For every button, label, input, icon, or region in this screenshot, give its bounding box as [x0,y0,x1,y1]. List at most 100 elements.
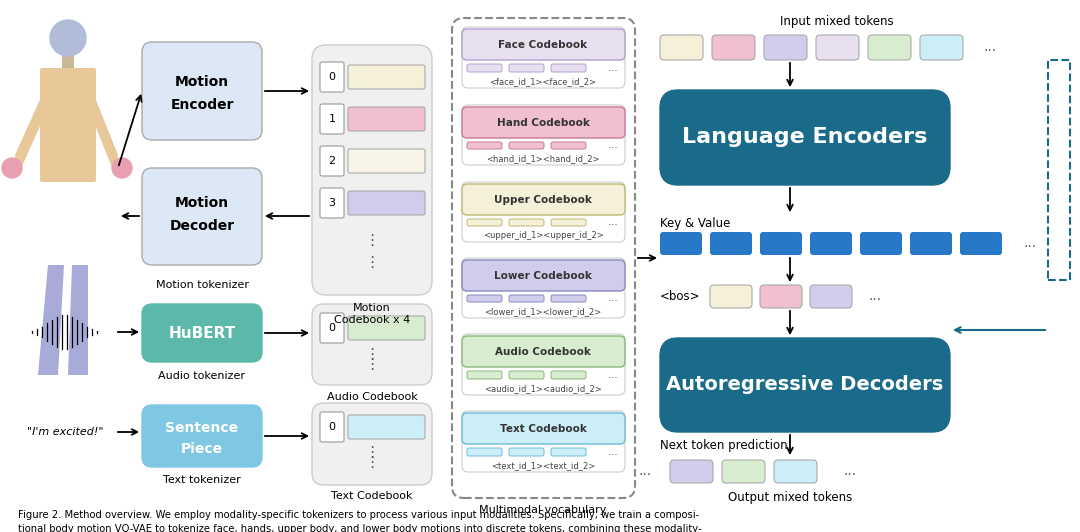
FancyBboxPatch shape [660,338,950,432]
Polygon shape [38,265,64,375]
Polygon shape [68,265,87,375]
FancyBboxPatch shape [723,460,765,483]
FancyBboxPatch shape [462,105,625,165]
FancyBboxPatch shape [551,219,586,226]
Circle shape [2,158,22,178]
Text: Audio Codebook: Audio Codebook [326,392,417,402]
FancyBboxPatch shape [348,191,426,215]
Text: ...: ... [984,40,997,54]
FancyBboxPatch shape [868,35,912,60]
Text: 2: 2 [328,156,336,166]
Text: ⋮: ⋮ [364,454,380,470]
FancyBboxPatch shape [462,336,625,367]
FancyBboxPatch shape [348,149,426,173]
Text: ...: ... [608,140,619,150]
FancyBboxPatch shape [467,142,502,149]
Text: ...: ... [608,447,619,457]
FancyBboxPatch shape [660,232,702,255]
FancyBboxPatch shape [760,285,802,308]
Text: 0: 0 [328,72,336,82]
Text: ...: ... [608,370,619,380]
FancyBboxPatch shape [462,27,625,88]
FancyBboxPatch shape [348,316,426,340]
Text: <upper_id_1><upper_id_2>: <upper_id_1><upper_id_2> [483,231,604,240]
FancyBboxPatch shape [348,65,426,89]
Polygon shape [91,95,118,175]
Text: Multimodal vocabulary: Multimodal vocabulary [480,505,607,515]
FancyBboxPatch shape [141,42,262,140]
Text: ...: ... [638,464,651,478]
Text: ⋮: ⋮ [364,445,380,460]
FancyBboxPatch shape [551,64,586,72]
Text: Lower Codebook: Lower Codebook [494,271,592,281]
FancyBboxPatch shape [509,448,544,456]
FancyBboxPatch shape [62,56,75,70]
Text: ...: ... [843,464,856,478]
FancyBboxPatch shape [312,45,432,295]
Text: Language Encoders: Language Encoders [683,127,928,147]
FancyBboxPatch shape [551,295,586,302]
FancyBboxPatch shape [462,258,625,318]
Text: 3: 3 [328,198,336,208]
FancyBboxPatch shape [551,142,586,149]
Text: ⋮: ⋮ [364,254,380,270]
FancyBboxPatch shape [462,334,625,395]
Text: Figure 2. Method overview. We employ modality-specific tokenizers to process var: Figure 2. Method overview. We employ mod… [18,510,702,532]
Text: 0: 0 [328,422,336,432]
FancyBboxPatch shape [141,304,262,362]
Text: Audio tokenizer: Audio tokenizer [159,371,245,381]
FancyBboxPatch shape [810,232,852,255]
FancyBboxPatch shape [760,232,802,255]
Text: ...: ... [608,293,619,303]
FancyBboxPatch shape [960,232,1002,255]
Text: Motion: Motion [175,75,229,89]
FancyBboxPatch shape [462,411,625,472]
Text: <text_id_1><text_id_2>: <text_id_1><text_id_2> [491,461,595,470]
Polygon shape [15,95,45,175]
Text: Key & Value: Key & Value [660,217,730,229]
FancyBboxPatch shape [509,219,544,226]
Text: <hand_id_1><hand_id_2>: <hand_id_1><hand_id_2> [486,154,599,163]
Text: ...: ... [608,217,619,227]
FancyBboxPatch shape [462,182,625,242]
Text: <lower_id_1><lower_id_2>: <lower_id_1><lower_id_2> [484,307,602,317]
Text: ⋮: ⋮ [364,232,380,247]
Text: Input mixed tokens: Input mixed tokens [780,15,893,29]
FancyBboxPatch shape [348,415,426,439]
FancyBboxPatch shape [670,460,713,483]
Text: Motion: Motion [353,303,391,313]
FancyBboxPatch shape [509,142,544,149]
Text: Text Codebook: Text Codebook [500,424,586,434]
FancyBboxPatch shape [467,295,502,302]
Text: Decoder: Decoder [170,219,234,233]
FancyBboxPatch shape [467,448,502,456]
Text: <bos>: <bos> [660,289,701,303]
Text: <face_id_1><face_id_2>: <face_id_1><face_id_2> [489,78,596,87]
FancyBboxPatch shape [462,260,625,291]
Text: Piece: Piece [181,442,224,456]
FancyBboxPatch shape [467,371,502,379]
FancyBboxPatch shape [816,35,859,60]
FancyBboxPatch shape [764,35,807,60]
Text: <audio_id_1><audio_id_2>: <audio_id_1><audio_id_2> [484,385,602,394]
FancyBboxPatch shape [312,403,432,485]
Text: Face Codebook: Face Codebook [499,40,588,50]
FancyBboxPatch shape [462,184,625,215]
FancyBboxPatch shape [467,219,502,226]
FancyBboxPatch shape [551,371,586,379]
FancyBboxPatch shape [810,285,852,308]
Text: "I'm excited!": "I'm excited!" [27,427,104,437]
Text: Motion tokenizer: Motion tokenizer [156,280,248,290]
FancyBboxPatch shape [860,232,902,255]
FancyBboxPatch shape [462,413,625,444]
Text: Text tokenizer: Text tokenizer [163,475,241,485]
Text: Output mixed tokens: Output mixed tokens [728,491,852,503]
FancyBboxPatch shape [509,371,544,379]
Circle shape [112,158,132,178]
FancyBboxPatch shape [348,107,426,131]
FancyBboxPatch shape [320,313,345,343]
Text: ...: ... [608,63,619,73]
FancyBboxPatch shape [320,146,345,176]
Text: ...: ... [868,289,881,303]
FancyBboxPatch shape [710,285,752,308]
